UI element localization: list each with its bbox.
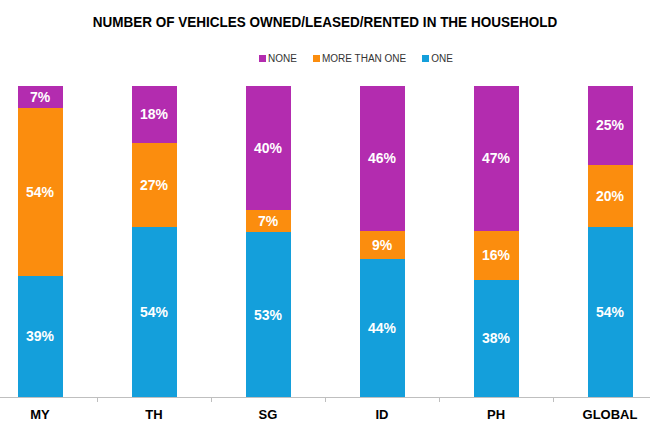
bar-segment-none: 7% bbox=[18, 86, 63, 108]
value-label: 25% bbox=[596, 117, 624, 133]
bar-segment-none: 46% bbox=[360, 86, 405, 231]
category-label-sg: SG bbox=[228, 407, 308, 422]
bar-segment-more_than_one: 16% bbox=[474, 231, 519, 280]
category-label-th: TH bbox=[114, 407, 194, 422]
value-label: 46% bbox=[368, 150, 396, 166]
bar-th: 18% 27% 54% bbox=[132, 86, 177, 397]
bar-segment-more_than_one: 27% bbox=[132, 143, 177, 228]
axis-tick bbox=[325, 398, 326, 402]
value-label: 18% bbox=[140, 106, 168, 122]
value-label: 40% bbox=[254, 140, 282, 156]
axis-tick bbox=[439, 398, 440, 402]
bar-segment-none: 40% bbox=[246, 86, 291, 210]
axis-tick bbox=[97, 398, 98, 402]
value-label: 53% bbox=[254, 307, 282, 323]
bar-sg: 40% 7% 53% bbox=[246, 86, 291, 397]
value-label: 16% bbox=[482, 247, 510, 263]
value-label: 54% bbox=[140, 304, 168, 320]
bar-segment-more_than_one: 20% bbox=[588, 165, 633, 228]
bar-segment-none: 25% bbox=[588, 86, 633, 165]
category-label-global: GLOBAL bbox=[570, 407, 650, 422]
value-label: 54% bbox=[596, 304, 624, 320]
value-label: 39% bbox=[26, 328, 54, 344]
bar-id: 46% 9% 44% bbox=[360, 86, 405, 397]
bar-my: 7% 54% 39% bbox=[18, 86, 63, 397]
value-label: 20% bbox=[596, 188, 624, 204]
bar-segment-more_than_one: 7% bbox=[246, 210, 291, 232]
bar-ph: 47% 16% 38% bbox=[474, 86, 519, 397]
value-label: 44% bbox=[368, 320, 396, 336]
bar-global: 25% 20% 54% bbox=[588, 86, 633, 397]
bar-segment-one: 39% bbox=[18, 276, 63, 397]
value-label: 27% bbox=[140, 177, 168, 193]
value-label: 47% bbox=[482, 150, 510, 166]
bar-segment-one: 54% bbox=[132, 227, 177, 397]
bar-segment-none: 18% bbox=[132, 86, 177, 143]
value-label: 38% bbox=[482, 330, 510, 346]
bar-segment-one: 53% bbox=[246, 232, 291, 397]
bar-segment-more_than_one: 54% bbox=[18, 108, 63, 276]
value-label: 7% bbox=[258, 213, 278, 229]
bar-segment-one: 38% bbox=[474, 280, 519, 397]
value-label: 7% bbox=[30, 89, 50, 105]
axis-tick bbox=[553, 398, 554, 402]
value-label: 54% bbox=[26, 184, 54, 200]
category-label-id: ID bbox=[342, 407, 422, 422]
value-label: 9% bbox=[372, 237, 392, 253]
bar-segment-none: 47% bbox=[474, 86, 519, 231]
bar-segment-one: 54% bbox=[588, 227, 633, 397]
bar-segment-more_than_one: 9% bbox=[360, 231, 405, 259]
category-label-ph: PH bbox=[456, 407, 536, 422]
category-label-my: MY bbox=[0, 407, 80, 422]
plot-area: 7% 54% 39% MY 18% 27% 54% TH 40% 7% 53% SG 46% 9% 44% I… bbox=[0, 0, 650, 444]
bar-segment-one: 44% bbox=[360, 259, 405, 397]
axis-tick bbox=[211, 398, 212, 402]
